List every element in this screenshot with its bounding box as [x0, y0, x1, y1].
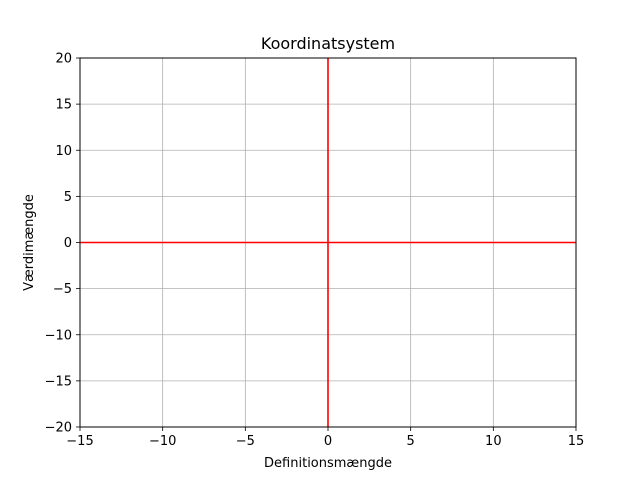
y-tick-label: −15 [45, 374, 72, 389]
y-tick-label: −5 [53, 282, 72, 297]
y-tick-label: 15 [55, 98, 72, 113]
x-tick-label: −10 [149, 434, 176, 449]
y-tick-label: −10 [45, 328, 72, 343]
x-tick-label: −5 [236, 434, 255, 449]
series-layer [80, 58, 576, 427]
x-tick-label: 15 [568, 434, 585, 449]
y-tick-label: 10 [55, 144, 72, 159]
x-axis-label: Definitionsmængde [264, 456, 392, 471]
x-axis-ticks: −15 −10 −5 0 5 10 15 [66, 427, 584, 449]
y-axis-ticks: −20 −15 −10 −5 0 5 10 15 20 [45, 52, 80, 436]
y-tick-label: 20 [55, 52, 72, 67]
y-tick-label: −20 [45, 421, 72, 436]
y-tick-label: 5 [64, 190, 72, 205]
x-tick-label: −15 [66, 434, 93, 449]
y-tick-label: 0 [64, 236, 72, 251]
x-tick-label: 5 [407, 434, 415, 449]
y-axis-label: Værdimængde [22, 194, 37, 291]
x-tick-label: 10 [485, 434, 502, 449]
chart-title: Koordinatsystem [261, 34, 395, 53]
x-tick-label: 0 [324, 434, 332, 449]
